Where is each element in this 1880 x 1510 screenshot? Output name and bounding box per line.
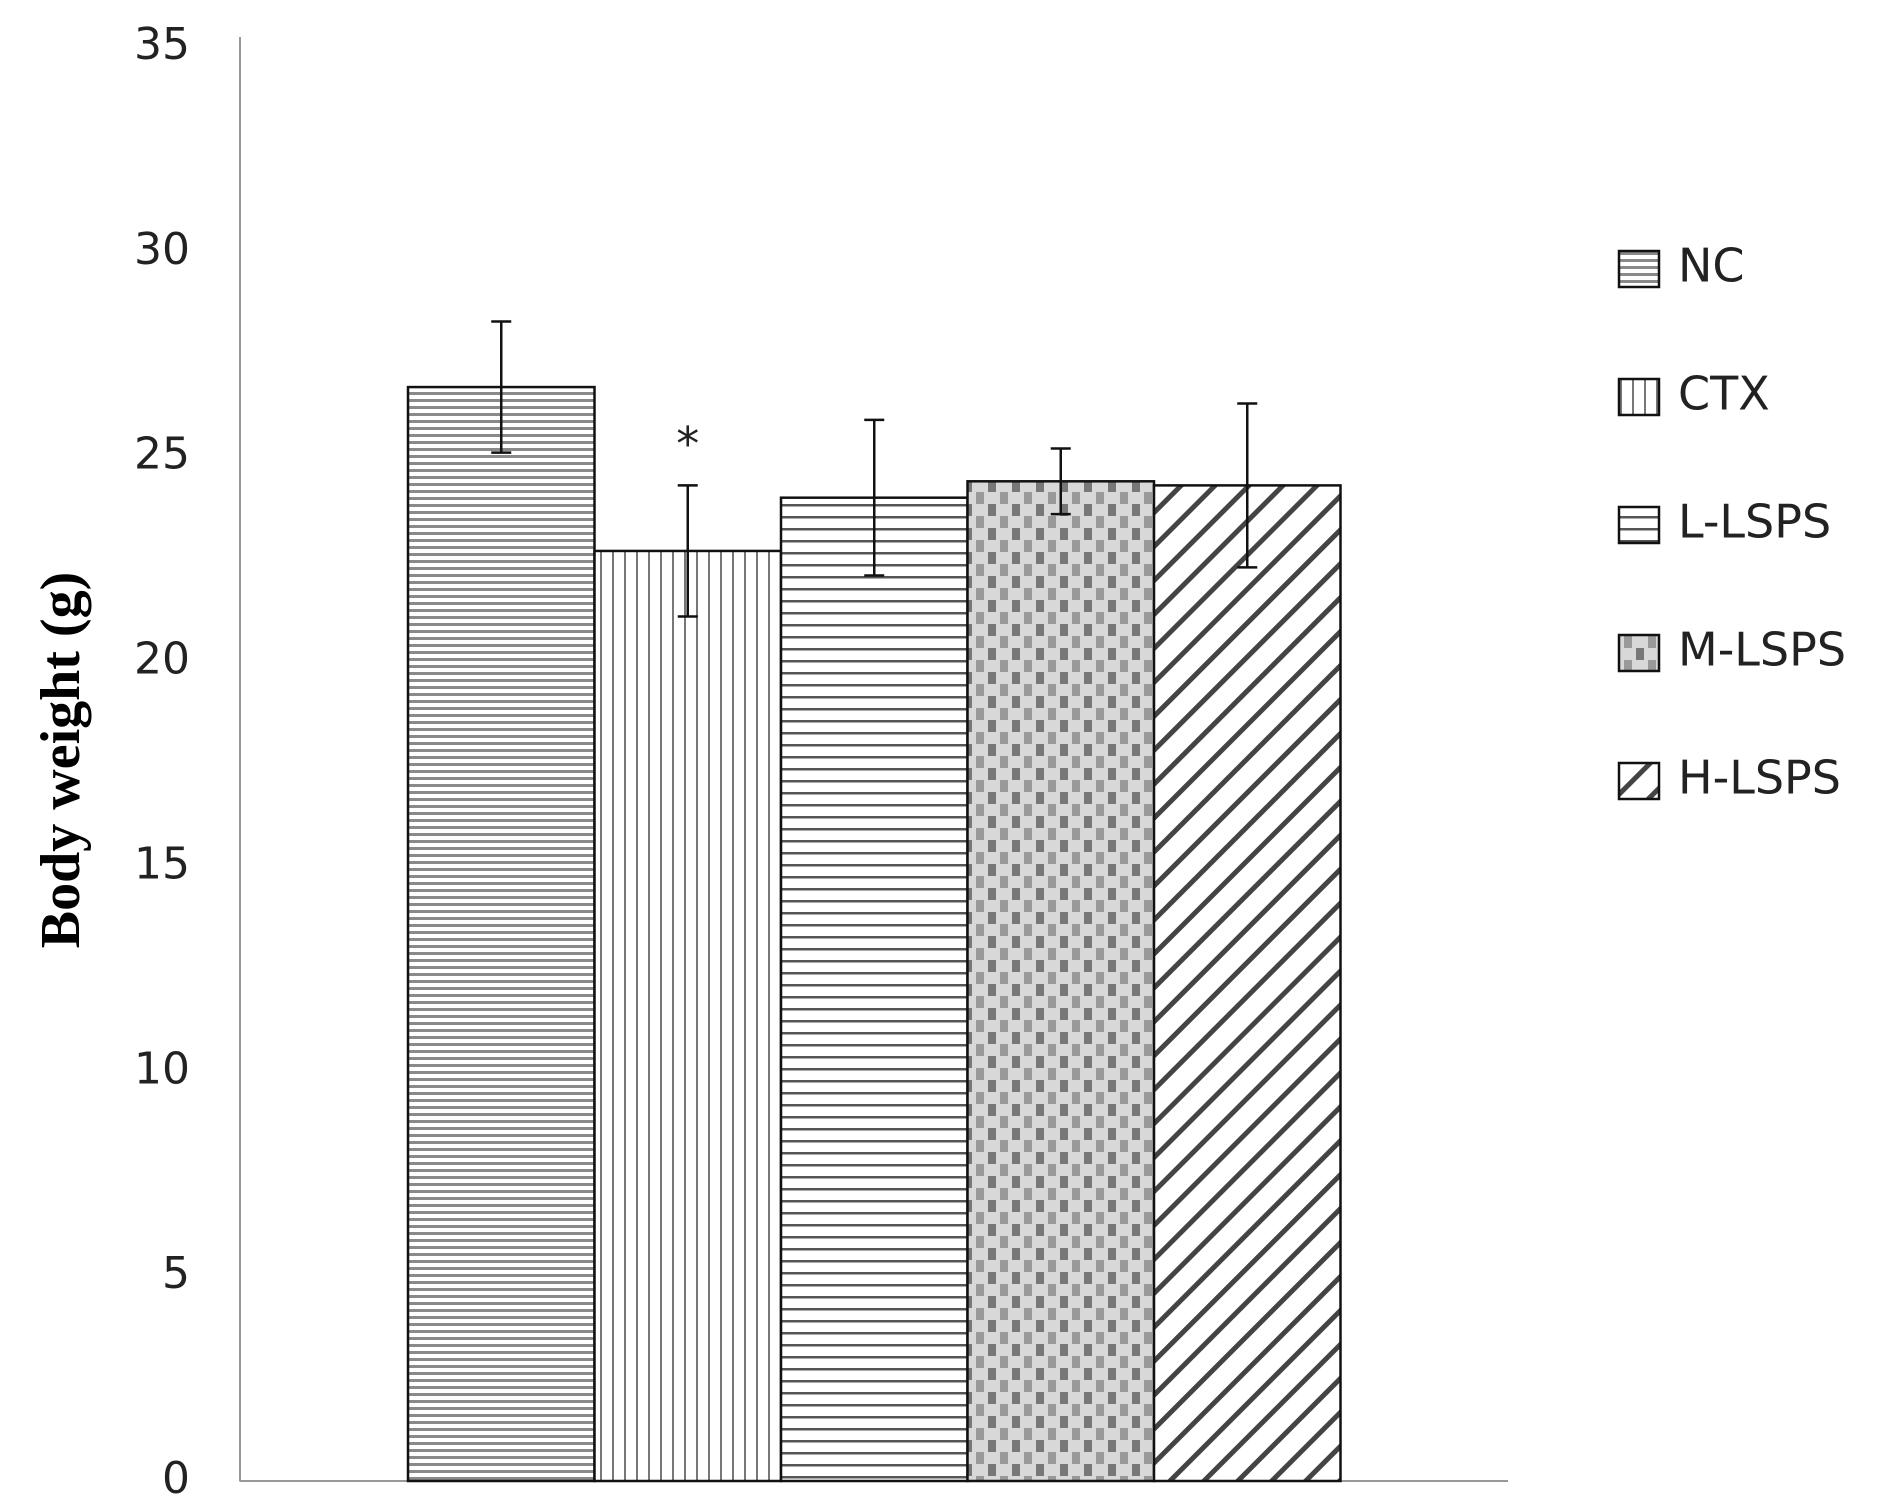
y-tick-label: 15 xyxy=(134,838,190,889)
legend-swatch xyxy=(1617,505,1661,545)
error-bar xyxy=(864,418,885,577)
legend-label: H-LSPS xyxy=(1678,751,1841,805)
legend-swatch xyxy=(1617,249,1661,289)
annotation: * xyxy=(676,417,699,471)
error-bar xyxy=(1050,447,1071,516)
y-tick-label: 10 xyxy=(134,1043,190,1094)
y-tick-label: 0 xyxy=(162,1453,190,1504)
legend-swatch xyxy=(1617,761,1661,801)
legend-swatch xyxy=(1617,377,1661,417)
legend-label: CTX xyxy=(1678,367,1770,421)
legend-label: M-LSPS xyxy=(1678,623,1846,677)
legend-label: L-LSPS xyxy=(1678,495,1831,549)
bar xyxy=(966,480,1156,1483)
y-tick-label: 35 xyxy=(134,19,190,70)
bar xyxy=(1152,484,1342,1483)
y-tick-label: 25 xyxy=(134,429,190,480)
y-axis-label: Body weight (g) xyxy=(30,572,92,948)
bar xyxy=(593,549,783,1483)
bar xyxy=(406,385,596,1483)
y-tick-label: 30 xyxy=(134,224,190,275)
legend-swatch xyxy=(1617,633,1661,673)
error-bar xyxy=(1237,402,1258,569)
bar xyxy=(779,496,969,1483)
error-bar xyxy=(491,320,512,454)
legend-label: NC xyxy=(1678,239,1745,293)
y-tick-label: 20 xyxy=(134,634,190,685)
error-bar xyxy=(677,484,698,618)
y-tick-label: 5 xyxy=(162,1248,190,1299)
